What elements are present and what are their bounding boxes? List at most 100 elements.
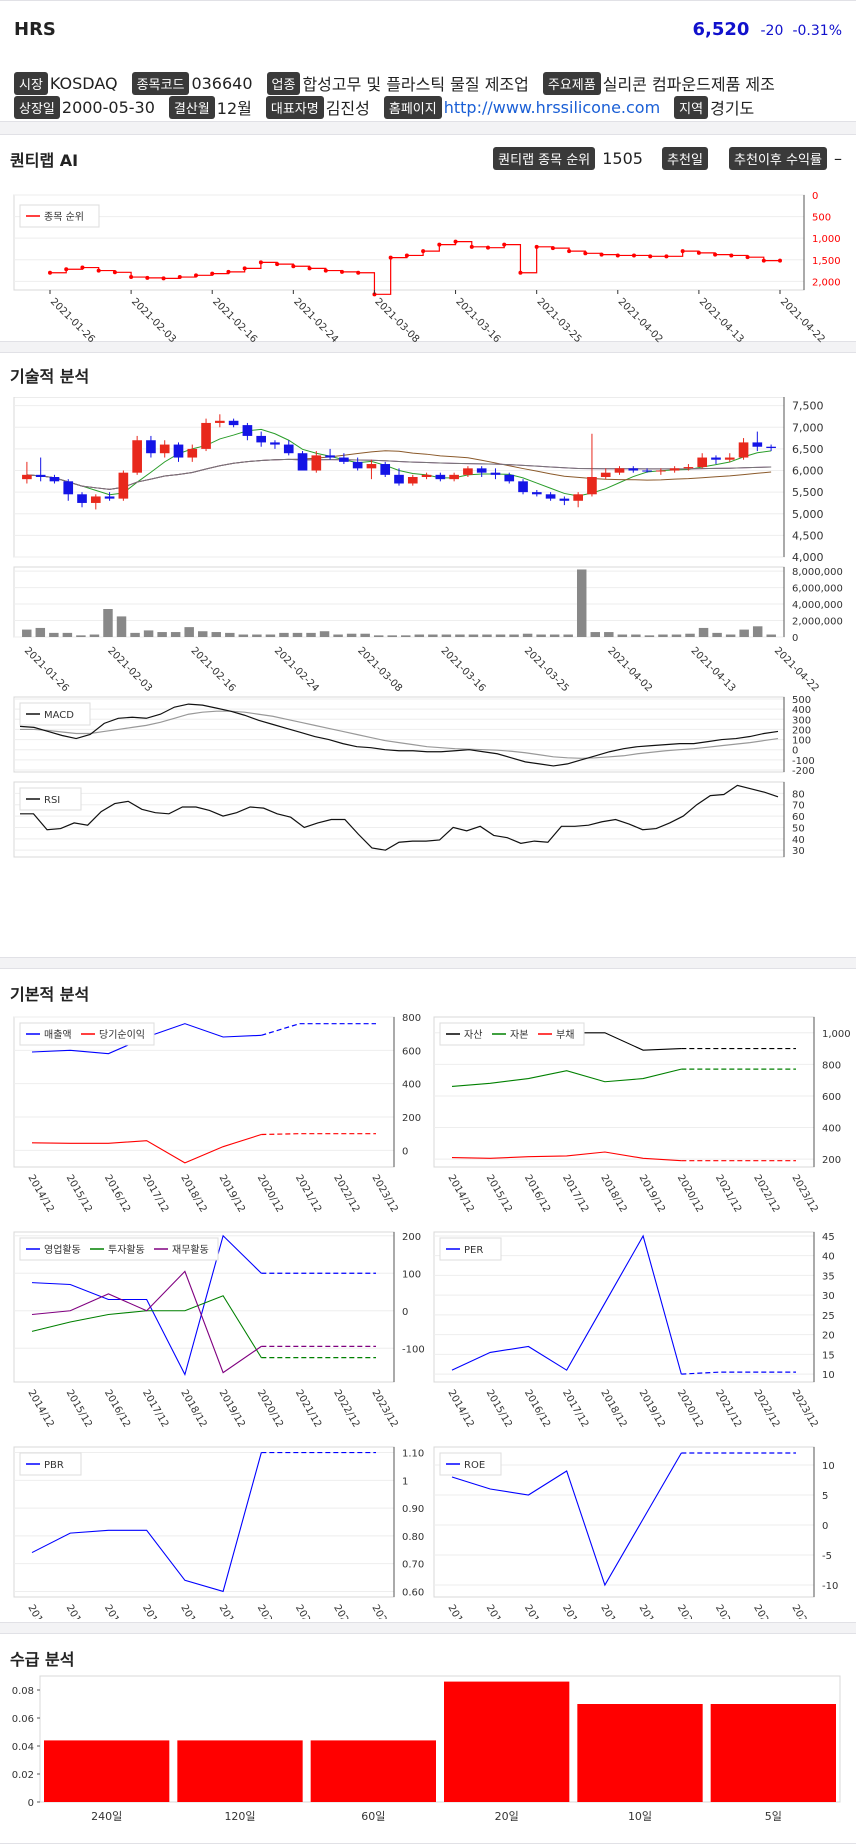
volume-bar xyxy=(265,634,276,637)
legend-label: 종목 순위 xyxy=(44,210,84,223)
info-row-2: 상장일 2000-05-30 결산월 12월 대표자명 김진성 홈페이지 http://www… xyxy=(14,95,768,119)
rec-return-chip: 추천이후 수익률 xyxy=(729,147,827,170)
candle-body xyxy=(600,472,611,477)
volume-bar xyxy=(89,634,100,637)
rank-point xyxy=(194,273,198,278)
price-ytick: 6,000 xyxy=(792,465,824,478)
supply-frame xyxy=(39,1675,841,1803)
asset_capital_debt-xtick: 2020/12 xyxy=(675,1173,705,1214)
candle-body xyxy=(724,457,735,460)
info-label-row2-4: 지역 xyxy=(674,95,709,119)
pbr-xtick: 2018/12 xyxy=(178,1603,208,1619)
per-xtick: 2019/12 xyxy=(637,1388,667,1429)
legend-label: MACD xyxy=(44,710,74,721)
sales_profit-xtick: 2018/12 xyxy=(178,1173,208,1214)
volume-bar xyxy=(252,634,262,637)
roe-ytick: 5 xyxy=(822,1491,828,1502)
candle-body xyxy=(587,477,597,495)
volume-bar xyxy=(631,634,641,637)
volume-bar xyxy=(197,631,208,637)
info-label-row2-2: 대표자명 xyxy=(265,95,324,119)
supply-bar xyxy=(710,1704,836,1802)
rank-xtick: 2021-01-26 xyxy=(48,296,97,343)
tech-xtick: 2021-02-16 xyxy=(189,645,238,694)
per-xtick: 2015/12 xyxy=(484,1388,514,1429)
info-label-row1-3: 주요제품 xyxy=(542,71,601,95)
candle-body xyxy=(380,464,391,475)
rank-point xyxy=(275,262,280,267)
info-label-row1-0: 시장 xyxy=(14,71,48,95)
volume-bar xyxy=(401,635,411,637)
asset_capital_debt-xtick: 2017/12 xyxy=(560,1173,590,1214)
rank-chart: 0 500 1,000 1,500 2,000 종목 순위 2021-01-26 2021-0… xyxy=(13,191,841,343)
supply-ytick: 0.06 xyxy=(12,1714,34,1725)
supply-bar xyxy=(577,1704,703,1802)
roe-xtick: 2015/12 xyxy=(484,1603,514,1619)
rank-point xyxy=(567,249,572,254)
cashflow-ytick: 100 xyxy=(402,1269,421,1280)
macd-ytick: -100 xyxy=(792,756,815,767)
price-ytick: 5,000 xyxy=(792,508,824,521)
sales_profit-xtick: 2016/12 xyxy=(102,1173,132,1214)
price-ytick: 4,000 xyxy=(792,551,824,564)
macd-signal-line xyxy=(20,710,779,759)
rank-xtick: 2021-04-13 xyxy=(697,296,746,343)
rank-point xyxy=(307,266,312,271)
asset_capital_debt-line-1 xyxy=(451,1068,682,1088)
macd-line xyxy=(19,703,779,767)
volume-bar xyxy=(590,632,601,637)
rank-xtick: 2021-04-22 xyxy=(778,296,827,343)
quant-ai-card: 퀀티랩 AI 퀀티랩 종목 순위 1505 추천일 추천이후 수익률 – 0 50… xyxy=(0,134,856,343)
legend-box xyxy=(19,1452,82,1476)
supply-chart: 0 0.02 0.04 0.06 0.08 240일 120일 60일 20일 10일 5일 xyxy=(12,1675,841,1823)
rank-point xyxy=(421,249,426,254)
volume-bar xyxy=(306,632,316,637)
rank-xtick: 2021-02-24 xyxy=(291,296,340,343)
cashflow-xtick: 2021/12 xyxy=(293,1388,323,1429)
rank-point xyxy=(356,270,361,275)
volume-bar xyxy=(752,626,763,637)
ticker-name: HRS xyxy=(14,19,56,40)
rsi-ytick: 70 xyxy=(792,801,805,812)
volume-bar xyxy=(130,632,140,637)
technical-card: 기술적 분석 4,000 4,500 5,000 5,500 6,000 6,500 7,0… xyxy=(0,352,856,958)
candle-body xyxy=(518,481,528,493)
candle-body xyxy=(49,477,60,482)
candle-body xyxy=(35,474,46,477)
price-ytick: 6,500 xyxy=(792,443,824,456)
rank-xtick: 2021-03-08 xyxy=(372,296,421,343)
candle-body xyxy=(394,474,404,484)
cashflow-ytick: -100 xyxy=(402,1344,425,1355)
rsi-ytick: 80 xyxy=(792,789,805,800)
info-value-row2-1: 12월 xyxy=(216,99,252,118)
cashflow-panel: -100 0 100 200 영업활동 투자활동 재무활동 2014/12 2015/12 201… xyxy=(13,1231,425,1429)
asset_capital_debt-panel: 200 400 600 800 1,000 자산 자본 부채 2014/12 2015/12 201… xyxy=(433,1016,851,1214)
asset_capital_debt-ytick: 1,000 xyxy=(822,1029,851,1040)
rank-point xyxy=(80,265,85,270)
asset_capital_debt-ytick: 200 xyxy=(822,1155,841,1166)
stock-info-card: HRS 6,520 -20 -0.31% 시장 KOSDAQ 종목코드 036640 업… xyxy=(0,0,856,122)
pbr-xtick: 2017/12 xyxy=(140,1603,170,1619)
info-value-row2-4: 경기도 xyxy=(710,99,755,118)
tech-xtick: 2021-03-08 xyxy=(355,645,404,694)
homepage-link[interactable]: http://www.hrssilicone.com xyxy=(443,97,661,117)
supply-xtick: 5일 xyxy=(765,1809,782,1823)
volume-bar xyxy=(414,634,425,637)
volume-bar xyxy=(576,569,587,637)
sales_profit-xtick: 2017/12 xyxy=(140,1173,170,1214)
rsi-line xyxy=(20,784,779,851)
pbr-xtick: 2023/12 xyxy=(369,1603,399,1619)
per-line-0 xyxy=(451,1234,682,1375)
legend-label: 매출액 xyxy=(44,1029,72,1041)
cashflow-xtick: 2019/12 xyxy=(217,1388,247,1429)
pbr-xtick: 2021/12 xyxy=(293,1603,323,1619)
asset_capital_debt-ytick: 600 xyxy=(822,1092,841,1103)
rank-point xyxy=(745,255,750,260)
technical-chart: 4,000 4,500 5,000 5,500 6,000 6,500 7,000 7,500… xyxy=(13,397,843,858)
volume-bar xyxy=(617,634,628,637)
volume-bar xyxy=(346,633,357,637)
info-label-row1-1: 종목코드 xyxy=(131,71,190,95)
rank-point xyxy=(404,253,409,258)
rank-point xyxy=(258,260,263,265)
